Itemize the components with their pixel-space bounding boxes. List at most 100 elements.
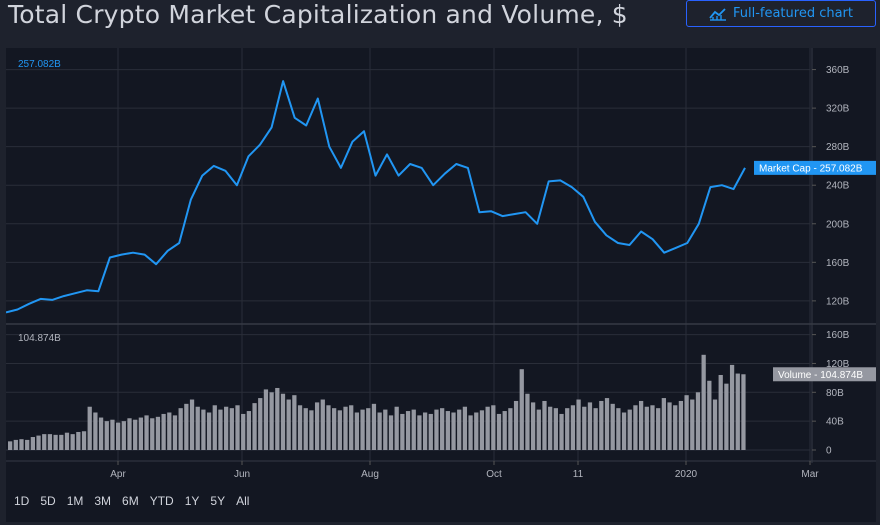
volume-bar [400,413,405,450]
volume-bar [235,405,240,450]
chart-area[interactable]: 120B 160B 200B 240B 280B 320B 360B 0 40B 80B 120B 1… [6,48,876,522]
volume-bar [229,408,234,450]
volume-bar [303,408,308,450]
volume-bar [513,400,519,450]
volume-bar [47,434,53,450]
volume-bar [218,409,223,450]
volume-bar [184,403,189,450]
volume-bar [354,412,360,450]
volume-bar [536,409,541,450]
value-labels: 257.082B 104.874B Market Cap - 257.082B Vol… [18,59,876,382]
volume-bar [667,402,672,450]
range-button-6m[interactable]: 6M [122,494,139,508]
volume-bar [172,415,178,450]
volume-bar [42,434,47,450]
volume-bar [178,408,183,450]
range-button-all[interactable]: All [236,494,250,508]
volume-bar [616,408,621,450]
volume-bar [292,395,297,450]
volume-bar [411,409,416,450]
volume-bar [695,392,701,450]
volume-bar [451,412,456,450]
range-button-1m[interactable]: 1M [66,494,84,508]
full-featured-chart-button[interactable]: Full-featured chart [686,0,876,27]
volume-bar [553,408,558,450]
range-button-ytd[interactable]: YTD [149,494,174,508]
volume-bar [599,400,604,450]
volume-bar [650,405,655,450]
volume-bar [479,410,485,450]
volume-bar [542,400,547,450]
volume-bar [530,402,536,450]
volume-bar [201,409,206,450]
volume-bar [587,402,593,450]
volume-bar [565,408,570,450]
volume-bar [485,406,490,450]
volume-bar [519,369,524,450]
chart-svg[interactable]: 120B 160B 200B 240B 280B 320B 360B 0 40B 80B 120B 1… [6,48,876,522]
volume-bar [593,408,598,450]
volume-bar [8,441,13,450]
volume-bar [633,405,638,450]
volume-bar [81,431,87,450]
market-cap-tag-bg [754,160,876,175]
volume-y-tick-label: 120B [826,359,850,370]
range-button-1y[interactable]: 1Y [184,494,200,508]
volume-bar [332,408,337,450]
volume-bar [621,412,627,450]
volume-bar [417,415,422,450]
volume-bar [576,399,581,450]
volume-bar [610,403,615,450]
volume-tag: Volume - 104.874B [773,367,876,382]
volume-tag-bg [773,367,876,382]
volume-bar [224,406,229,450]
cap-y-tick-label: 160B [826,258,850,269]
x-tick-label: Aug [361,469,379,480]
volume-bar [87,406,92,450]
volume-bar [724,383,729,450]
volume-bar [718,374,723,450]
volume-bar [690,399,695,450]
volume-bar [98,417,104,450]
volume-bar [150,418,155,450]
volume-bar [30,437,35,450]
volume-bar [343,406,348,450]
volume-bar [673,405,678,450]
volume-bar [212,405,217,450]
volume-bar [729,364,735,450]
range-button-5d[interactable]: 5D [40,494,56,508]
volume-bar [388,415,394,450]
cap-y-tick-label: 120B [826,296,850,307]
market-cap-series [6,80,746,314]
volume-bar [13,439,18,450]
volume-bar [548,406,553,450]
volume-bar [326,405,331,450]
volume-bar [144,415,149,450]
range-button-1d[interactable]: 1D [14,494,30,508]
volume-bar [206,412,212,450]
range-button-3m[interactable]: 3M [94,494,112,508]
cap-y-tick-label: 320B [826,104,850,115]
volume-bar [712,399,718,450]
volume-bar [241,413,246,450]
volume-bar [280,393,286,450]
volume-bar [252,403,257,450]
volume-bar [320,399,325,450]
chart-line-icon [709,7,726,21]
volume-bar [638,400,644,450]
volume-bar [491,405,496,450]
volume-bar [360,409,365,450]
volume-bar [70,434,75,450]
volume-bar [701,354,706,450]
volume-bar [656,408,661,450]
volume-bar [502,411,507,450]
x-tick-label: Oct [486,469,502,480]
cap-y-tick-label: 360B [826,65,850,76]
volume-y-tick-label: 40B [826,417,844,428]
volume-bar [377,412,382,450]
market-cap-tag: Market Cap - 257.082B [754,160,876,175]
x-tick-label: Apr [110,469,126,480]
range-button-5y[interactable]: 5Y [210,494,226,508]
volume-bar [258,398,263,450]
volume-bar [496,413,502,450]
